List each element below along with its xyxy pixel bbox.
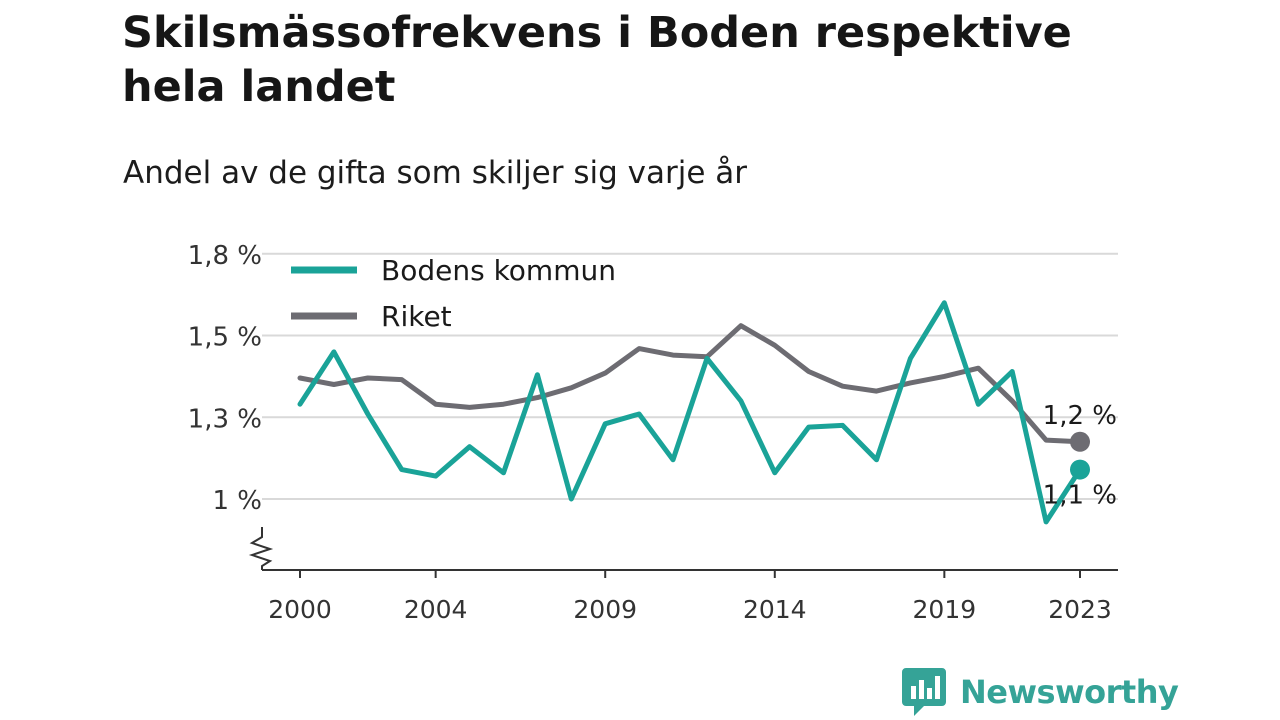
x-tick-label: 2023 — [1048, 595, 1112, 624]
end-markers: 1,1 % 1,2 % — [1043, 401, 1117, 511]
series-lines — [297, 300, 1083, 525]
y-tick-label: 1,3 % — [188, 404, 262, 434]
y-tick-label: 1 % — [212, 486, 262, 516]
chart-title: Skilsmässofrekvens i Boden respektive he… — [122, 8, 1072, 112]
x-tick-label: 2014 — [743, 595, 807, 624]
y-axis-tick-labels: 1 % 1,3 % 1,5 % 1,8 % — [188, 241, 262, 516]
brand-logo: Newsworthy — [902, 668, 1179, 716]
y-tick-label: 1,5 % — [188, 323, 262, 353]
legend-label: Bodens kommun — [381, 254, 616, 287]
brand-name: Newsworthy — [960, 673, 1179, 711]
x-tick-label: 2009 — [573, 595, 637, 624]
x-tick-label: 2004 — [404, 595, 468, 624]
series-line-riket — [297, 323, 1083, 445]
end-label-riket: 1,2 % — [1043, 401, 1117, 431]
legend-label: Riket — [381, 300, 452, 333]
axis-break-icon — [248, 527, 274, 570]
chart-subtitle: Andel av de gifta som skiljer sig varje … — [123, 155, 747, 191]
end-marker-riket — [1070, 431, 1090, 452]
y-tick-label: 1,8 % — [188, 241, 262, 271]
x-axis: 2000 2004 2009 2014 2019 2023 — [248, 527, 1118, 624]
x-tick-label: 2019 — [913, 595, 977, 624]
series-line-boden — [297, 300, 1083, 525]
x-tick-label: 2000 — [268, 595, 332, 624]
end-marker-boden — [1070, 459, 1090, 480]
end-label-boden: 1,1 % — [1043, 481, 1117, 511]
legend: Bodens kommun Riket — [291, 254, 616, 333]
newsworthy-icon — [902, 668, 946, 716]
gridlines — [262, 252, 1118, 500]
